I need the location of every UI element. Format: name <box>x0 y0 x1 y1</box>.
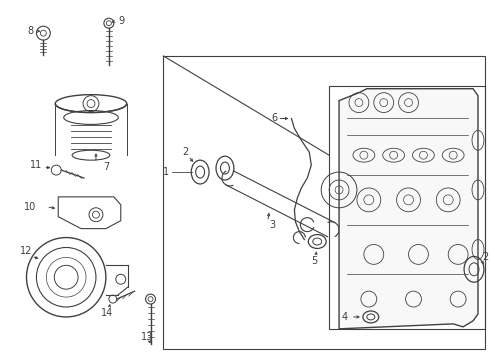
Bar <box>329 86 485 329</box>
Text: 6: 6 <box>271 113 278 123</box>
Text: 3: 3 <box>270 220 276 230</box>
Text: 11: 11 <box>29 160 42 170</box>
Text: 8: 8 <box>27 26 34 36</box>
Text: 2: 2 <box>182 147 189 157</box>
Text: 5: 5 <box>311 256 318 266</box>
Text: 10: 10 <box>24 202 36 212</box>
Polygon shape <box>339 89 478 329</box>
Text: 4: 4 <box>342 312 348 322</box>
Text: 2: 2 <box>482 252 488 262</box>
Text: 7: 7 <box>103 162 109 172</box>
Text: 1: 1 <box>164 167 170 177</box>
Text: 13: 13 <box>141 332 153 342</box>
Bar <box>164 56 485 349</box>
Text: 12: 12 <box>20 247 32 256</box>
Text: 9: 9 <box>119 16 125 26</box>
Text: 14: 14 <box>101 308 113 318</box>
